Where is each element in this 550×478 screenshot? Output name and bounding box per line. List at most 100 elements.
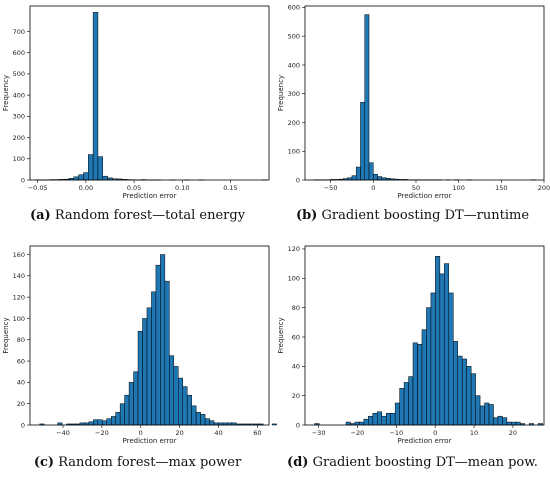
chart2-ytick-label: 120 [13,293,25,301]
chart2-ytick-label: 0 [21,421,25,429]
chart1-xtick-label: 100 [452,184,464,192]
chart2-bar [178,377,183,426]
chart3-bar [493,417,499,426]
chart3-xtick-label: 20 [509,429,517,437]
chart2-ytick-label: 40 [17,379,25,387]
histogram-chart-d: −30 −20 −10 0 10 20 0 20 40 60 80 100 120 Prediction … [277,245,545,445]
chart1-bars [313,14,536,181]
caption-a-tag: (a) [29,208,51,223]
chart0-ytick-label: 300 [13,113,25,121]
caption-d-tag: (d) [287,455,309,470]
chart3-xtick-label: 0 [433,429,437,437]
chart0-ytick-label: 200 [13,134,25,142]
chart1-xtick-label: 0 [371,184,375,192]
chart2-ytick-label: 80 [17,336,25,344]
chart3-bar [372,413,378,426]
chart2-bar [142,318,148,426]
histogram-chart-c: −40 −20 0 20 40 60 0 20 40 60 80 100 120 140 160 Predic… [2,245,277,445]
chart2-bar [102,420,108,426]
chart1-bar [360,102,365,181]
chart2-bar [124,394,130,426]
chart3-bar [475,395,481,426]
chart2-xtick-label: −40 [56,429,70,437]
chart1-ytick-label: 400 [288,61,300,69]
chart3-bar [385,413,391,426]
chart3-bar [461,358,467,426]
chart2-bar [160,254,166,426]
chart2-bar [204,418,210,426]
chart1-ytick-label: 500 [288,32,300,40]
caption-a: (a) Random forest—total energy [0,208,275,223]
chart1-ytick-label: 100 [288,148,300,156]
chart3-ytick-label: 0 [296,421,300,429]
chart0-bar [83,172,89,181]
chart3-ytick-label: 120 [288,245,300,253]
chart3-bar [484,402,490,426]
chart3-ylabel: Frequency [277,317,285,353]
chart3-bar [497,415,503,426]
chart2-bar [88,421,94,426]
chart0-xtick-label: 0.10 [175,184,189,192]
chart2-bars [39,254,277,426]
chart3-ytick-label: 100 [288,275,300,283]
histogram-panel-d: −30 −20 −10 0 10 20 0 20 40 60 80 100 120 Prediction … [275,240,550,445]
chart3-bar [511,421,517,426]
caption-d: (d) Gradient boosting DT—mean pow. [275,455,550,470]
chart3-bar [399,388,405,426]
chart3-bar [417,344,423,426]
chart2-bar [115,411,121,426]
chart0-ytick-label: 500 [13,70,25,78]
chart2-bar [191,405,197,426]
chart2-bar [151,291,157,426]
histogram-panel-b: −50 0 50 100 150 200 0 100 200 300 400 500 600 Predic… [275,0,550,200]
chart0-ylabel: Frequency [2,75,10,111]
chart3-bar [466,366,472,426]
chart0-bar [92,12,99,181]
chart0-ytick-label: 400 [13,91,25,99]
chart0-bar [102,175,108,181]
chart3-bar [381,415,387,426]
chart1-bar [373,173,378,181]
chart3-bar [421,329,427,426]
chart3-xtick-label: −20 [351,429,365,437]
chart2-ytick-label: 160 [13,251,25,259]
chart1-bar [351,175,357,181]
caption-c: (c) Random forest—max power [0,455,275,470]
chart1-bar [355,166,361,181]
chart3-ytick-label: 80 [292,304,300,312]
histogram-chart-b: −50 0 50 100 150 200 0 100 200 300 400 500 600 Predic… [277,4,550,200]
chart2-bar [137,330,143,426]
chart3-bar [363,418,369,426]
chart2-ylabel: Frequency [2,317,10,353]
chart2-ytick-label: 60 [17,357,25,365]
chart0-bar [97,156,104,181]
chart0-xlabel: Prediction error [123,192,177,200]
chart3-bar [359,421,365,426]
chart0-ytick-label: 700 [13,28,25,36]
chart3-bar [470,373,476,426]
chart2-xtick-label: 0 [139,429,143,437]
caption-c-tag: (c) [33,455,55,470]
chart3-bar [408,376,414,426]
chart2-bar [169,355,175,426]
chart1-xtick-label: 50 [412,184,420,192]
caption-d-text: Gradient boosting DT—mean pow. [312,455,538,470]
chart1-axes-frame [304,5,545,181]
histogram-chart-a: −0.05 0.00 0.05 0.10 0.15 0 100 200 300 400 500 600… [2,5,270,200]
chart2-bar [93,419,99,426]
chart2-bar [128,382,134,426]
chart3-bars [314,256,543,426]
chart0-bar [73,176,79,181]
chart3-bar [412,342,418,426]
chart3-bar [488,404,494,426]
chart3-axes-frame [304,245,545,426]
chart0-ytick-label: 0 [21,176,25,184]
chart3-bar [448,292,454,426]
chart3-ytick-label: 60 [292,333,300,341]
chart3-bar [479,405,485,426]
chart1-bar [377,176,383,181]
histogram-panel-a: −0.05 0.00 0.05 0.10 0.15 0 100 200 300 400 500 600… [0,0,275,200]
chart0-xtick-label: 0.05 [127,184,141,192]
chart3-bar [354,421,360,426]
chart2-ytick-label: 100 [13,315,25,323]
